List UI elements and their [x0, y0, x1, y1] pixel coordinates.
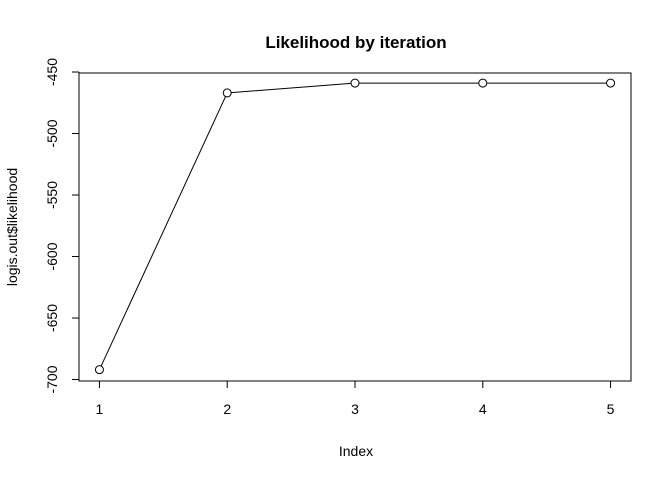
y-axis: -700 -650 -600 -550 -500 -450 [44, 58, 80, 394]
chart-title: Likelihood by iteration [265, 33, 446, 52]
data-point [606, 78, 616, 88]
data-point [350, 78, 360, 88]
series-likelihood [94, 78, 616, 375]
y-tick-label: -500 [44, 119, 60, 147]
y-axis-label: logis.out$likelihood [4, 168, 20, 286]
data-point [478, 78, 488, 88]
x-tick-label: 1 [96, 401, 104, 417]
x-axis: 1 2 3 4 5 [96, 380, 615, 417]
data-point [222, 88, 232, 98]
y-tick-label: -550 [44, 181, 60, 209]
plot-frame [78, 72, 632, 382]
x-axis-label: Index [339, 443, 373, 459]
y-tick-label: -450 [44, 58, 60, 86]
data-point [94, 365, 104, 375]
series-segment [231, 82, 352, 94]
y-tick-label: -650 [44, 304, 60, 332]
x-tick-label: 3 [351, 401, 359, 417]
series-segment [100, 96, 226, 367]
x-tick-label: 5 [607, 401, 615, 417]
x-tick-label: 2 [223, 401, 231, 417]
x-tick-label: 4 [479, 401, 487, 417]
y-tick-label: -600 [44, 242, 60, 270]
y-tick-label: -700 [44, 365, 60, 393]
